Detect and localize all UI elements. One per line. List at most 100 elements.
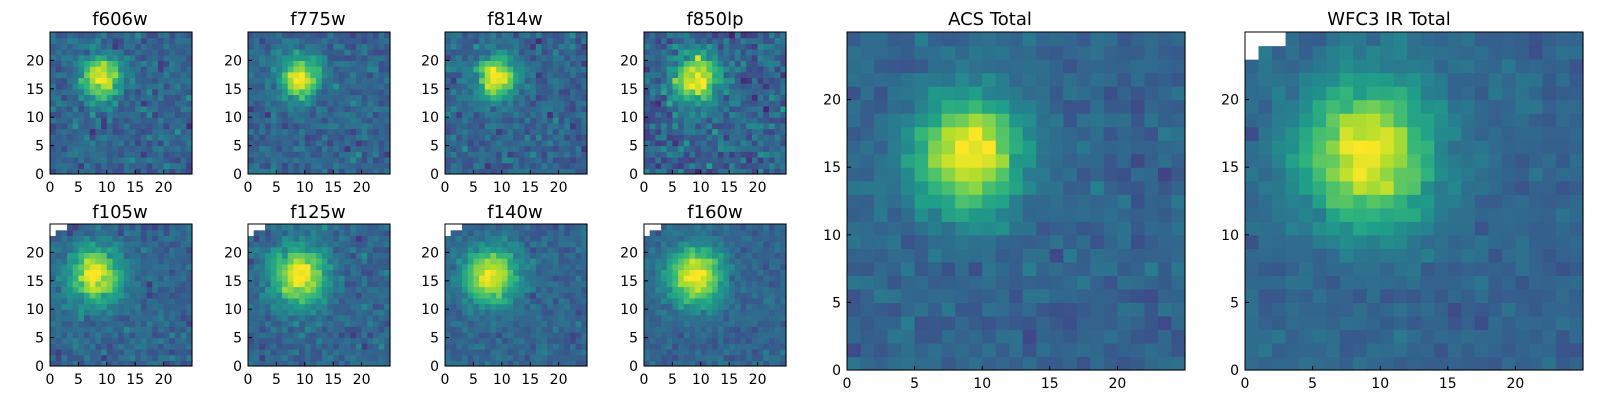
heatmap-cell [146, 60, 153, 67]
heatmap-cell [146, 145, 153, 152]
heatmap-cell [513, 252, 520, 259]
heatmap-cell [666, 134, 673, 141]
heatmap-cell [89, 320, 97, 327]
heatmap-cell [501, 241, 509, 248]
heatmap-cell [700, 100, 708, 107]
heatmap-cell [361, 139, 368, 147]
heatmap-cell [112, 320, 119, 327]
heatmap-cell [513, 105, 520, 113]
heatmap-cell [333, 100, 340, 107]
heatmap-cell [378, 320, 385, 327]
heatmap-cell [535, 139, 543, 147]
heatmap-cell [746, 71, 753, 79]
heatmap-cell [276, 263, 283, 271]
heatmap-cell [740, 360, 747, 367]
heatmap-cell [67, 297, 74, 305]
heatmap-cell [304, 258, 312, 265]
heatmap-cell [299, 229, 306, 236]
heatmap-cell [89, 286, 97, 293]
heatmap-cell [152, 156, 159, 164]
heatmap-cell [112, 331, 119, 339]
heatmap-cell [689, 162, 696, 169]
heatmap-cell [661, 275, 668, 282]
heatmap-cell [304, 263, 312, 271]
heatmap-cell [163, 286, 170, 293]
heatmap-cell [649, 292, 656, 299]
heatmap-cell [734, 105, 742, 113]
heatmap-cell [163, 43, 170, 50]
heatmap-cell [310, 94, 317, 101]
heatmap-cell [344, 94, 351, 101]
heatmap-cell [265, 60, 272, 67]
heatmap-cell [558, 326, 565, 333]
heatmap-cell [146, 37, 153, 44]
heatmap-cell [157, 241, 165, 248]
heatmap-cell [569, 32, 577, 39]
heatmap-cell [507, 139, 514, 147]
heatmap-cell [757, 292, 764, 299]
heatmap-cell [678, 88, 685, 96]
heatmap-cell [723, 280, 730, 288]
heatmap-cell [768, 286, 776, 293]
heatmap-cell [479, 122, 486, 130]
y-tick-label: 5 [233, 139, 242, 155]
heatmap-cell [372, 117, 380, 124]
heatmap-cell [276, 156, 283, 164]
heatmap-cell [723, 309, 730, 316]
heatmap-cell [507, 128, 514, 135]
x-tick-label: 10 [98, 372, 116, 388]
heatmap-cell [575, 320, 582, 327]
heatmap-cell [135, 326, 142, 333]
heatmap-cell [774, 263, 781, 271]
heatmap-cell [163, 156, 170, 164]
heatmap-cell [746, 331, 753, 339]
heatmap-cell [774, 156, 781, 164]
heatmap-cell [169, 66, 176, 73]
heatmap-cell [253, 354, 260, 361]
heatmap-cell [344, 162, 351, 169]
heatmap-cell [310, 66, 317, 73]
heatmap-cell [530, 168, 537, 175]
heatmap-cell [678, 331, 685, 339]
heatmap-cell [751, 280, 759, 288]
heatmap-cell [321, 252, 329, 259]
heatmap-cell [535, 60, 543, 67]
heatmap-cell [372, 354, 380, 361]
axes-frame [247, 31, 391, 175]
heatmap-cell [355, 269, 363, 276]
heatmap-cell [367, 269, 374, 276]
heatmap-cell [552, 258, 560, 265]
heatmap-cell [61, 60, 68, 67]
heatmap-cell [112, 151, 119, 158]
heatmap-cell [751, 297, 759, 305]
heatmap-cell [372, 224, 380, 231]
heatmap-cell [310, 54, 317, 61]
heatmap-cell [152, 258, 159, 265]
heatmap-cell [378, 337, 385, 344]
heatmap-cell [564, 224, 571, 231]
heatmap-cell [78, 348, 85, 356]
heatmap-cell [541, 309, 548, 316]
heatmap-cell [248, 94, 255, 101]
heatmap-cell [524, 71, 531, 79]
heatmap-cell [157, 77, 165, 84]
heatmap-cell [276, 258, 283, 265]
heatmap-cell [490, 100, 497, 107]
heatmap-cell [467, 134, 474, 141]
heatmap-cell [695, 60, 702, 67]
heatmap-cell [644, 145, 651, 152]
heatmap-cell [361, 128, 368, 135]
heatmap-cell [695, 156, 702, 164]
heatmap-cell [501, 303, 509, 310]
heatmap-cell [169, 88, 176, 96]
heatmap-cell [282, 151, 289, 158]
heatmap-cell [678, 258, 685, 265]
heatmap-cell [462, 77, 469, 84]
heatmap-cell [689, 49, 696, 56]
heatmap-cell [327, 343, 334, 350]
heatmap-cell [95, 286, 102, 293]
heatmap-cell [683, 168, 691, 175]
heatmap-cell [253, 94, 260, 101]
heatmap-cell [186, 252, 193, 259]
